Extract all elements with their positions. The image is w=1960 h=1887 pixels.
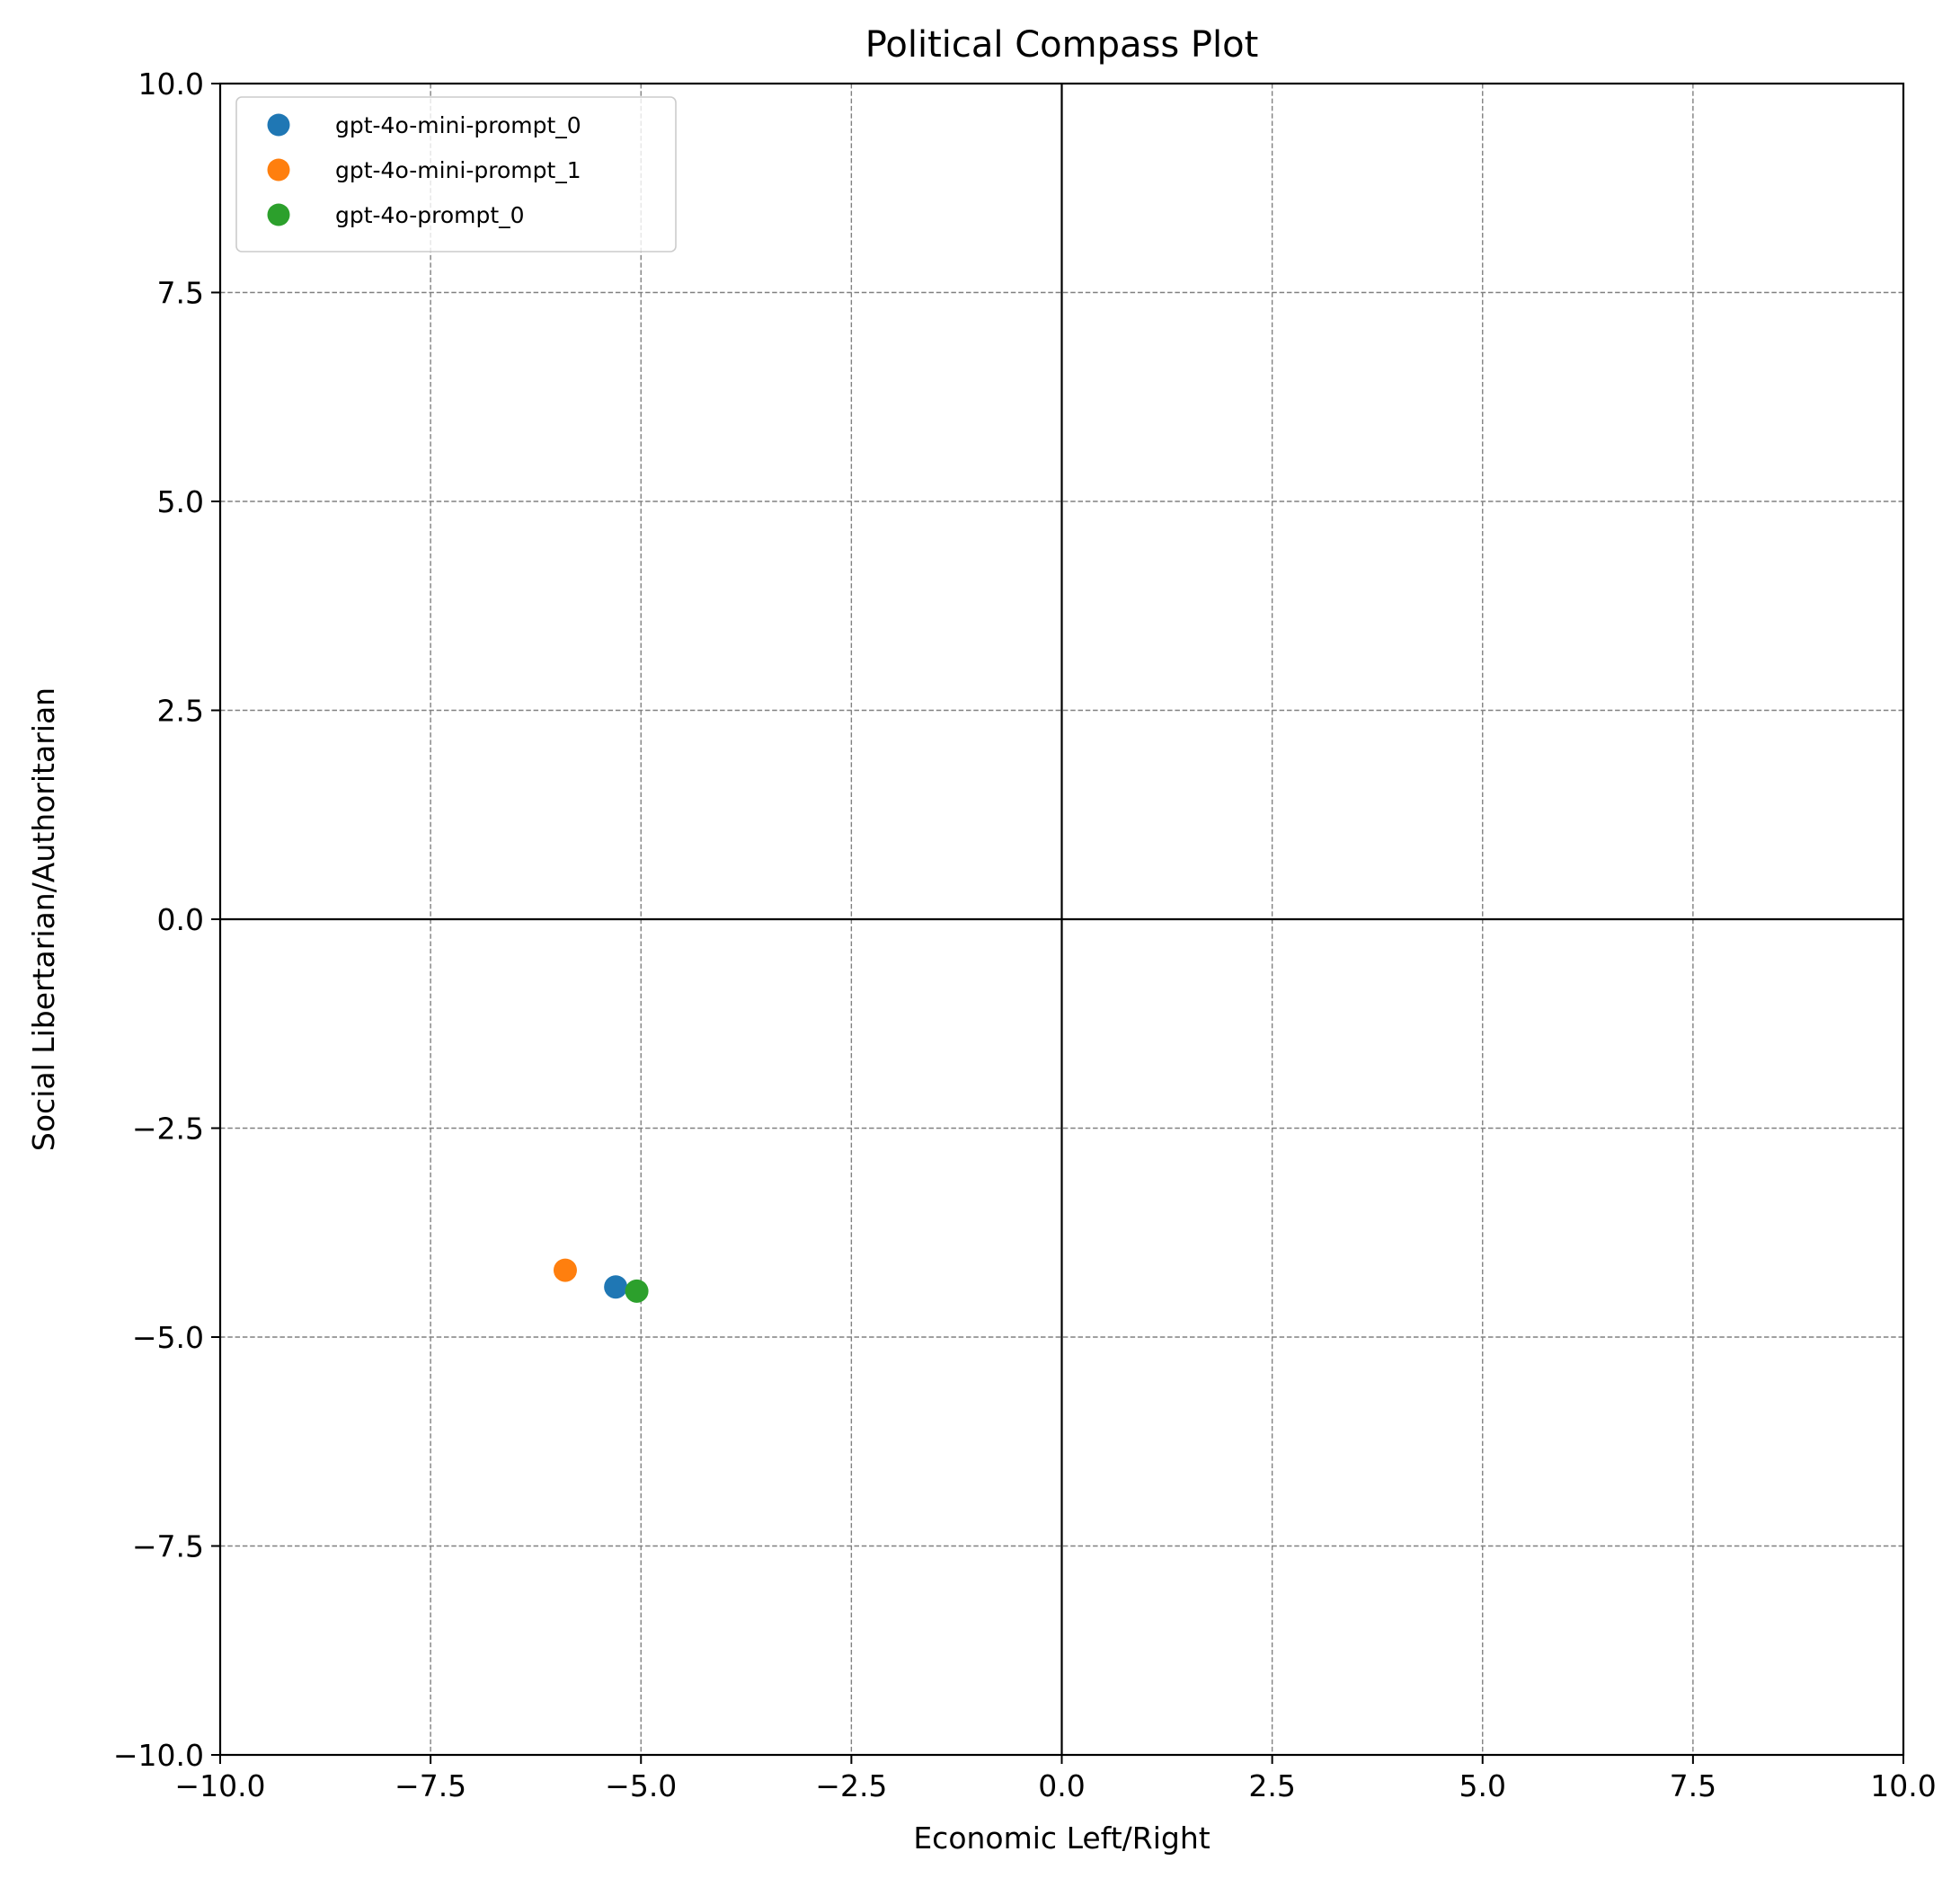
y-tick-label: −2.5 xyxy=(132,1112,204,1147)
y-tick-label: 7.5 xyxy=(157,276,204,311)
legend-label: gpt-4o-mini-prompt_0 xyxy=(335,112,581,138)
x-tick-label: −10.0 xyxy=(174,1768,265,1803)
x-tick-label: 2.5 xyxy=(1248,1768,1295,1803)
legend-marker xyxy=(267,158,290,182)
x-tick-label: −7.5 xyxy=(395,1768,466,1803)
x-tick-label: 5.0 xyxy=(1459,1768,1506,1803)
legend-label: gpt-4o-mini-prompt_1 xyxy=(335,157,581,183)
x-tick-label: −5.0 xyxy=(605,1768,677,1803)
data-point xyxy=(604,1275,628,1299)
legend: gpt-4o-mini-prompt_0 gpt-4o-mini-prompt_1… xyxy=(235,96,677,252)
x-tick-label: 10.0 xyxy=(1870,1768,1936,1803)
y-tick-label: 10.0 xyxy=(138,66,204,102)
legend-box xyxy=(235,96,677,252)
data-points xyxy=(553,1258,649,1303)
reference-lines xyxy=(220,84,1903,1755)
x-tick-label: −2.5 xyxy=(815,1768,887,1803)
y-tick-label: 0.0 xyxy=(157,902,204,937)
data-point xyxy=(625,1279,649,1303)
x-tick-label: 7.5 xyxy=(1670,1768,1716,1803)
y-tick-label: 2.5 xyxy=(157,694,204,729)
y-tick-label: −5.0 xyxy=(132,1320,204,1355)
axis-ticks: −10.0 −7.5 −5.0 −2.5 0.0 2.5 5.0 7.5 10.0 −10.0 −7… xyxy=(113,66,1937,1803)
x-axis-label: Economic Left/Right xyxy=(913,1821,1210,1856)
x-tick-label: 0.0 xyxy=(1038,1768,1085,1803)
chart-title: Political Compass Plot xyxy=(865,24,1259,66)
legend-label: gpt-4o-prompt_0 xyxy=(335,202,525,228)
legend-marker xyxy=(267,203,290,226)
y-tick-label: −10.0 xyxy=(113,1738,204,1773)
y-tick-label: 5.0 xyxy=(157,484,204,519)
data-point xyxy=(553,1258,577,1282)
legend-marker xyxy=(267,113,290,137)
legend-entries: gpt-4o-mini-prompt_0 gpt-4o-mini-prompt_1… xyxy=(267,112,581,228)
y-tick-label: −7.5 xyxy=(132,1529,204,1564)
y-axis-label: Social Libertarian/Authoritarian xyxy=(26,687,61,1151)
